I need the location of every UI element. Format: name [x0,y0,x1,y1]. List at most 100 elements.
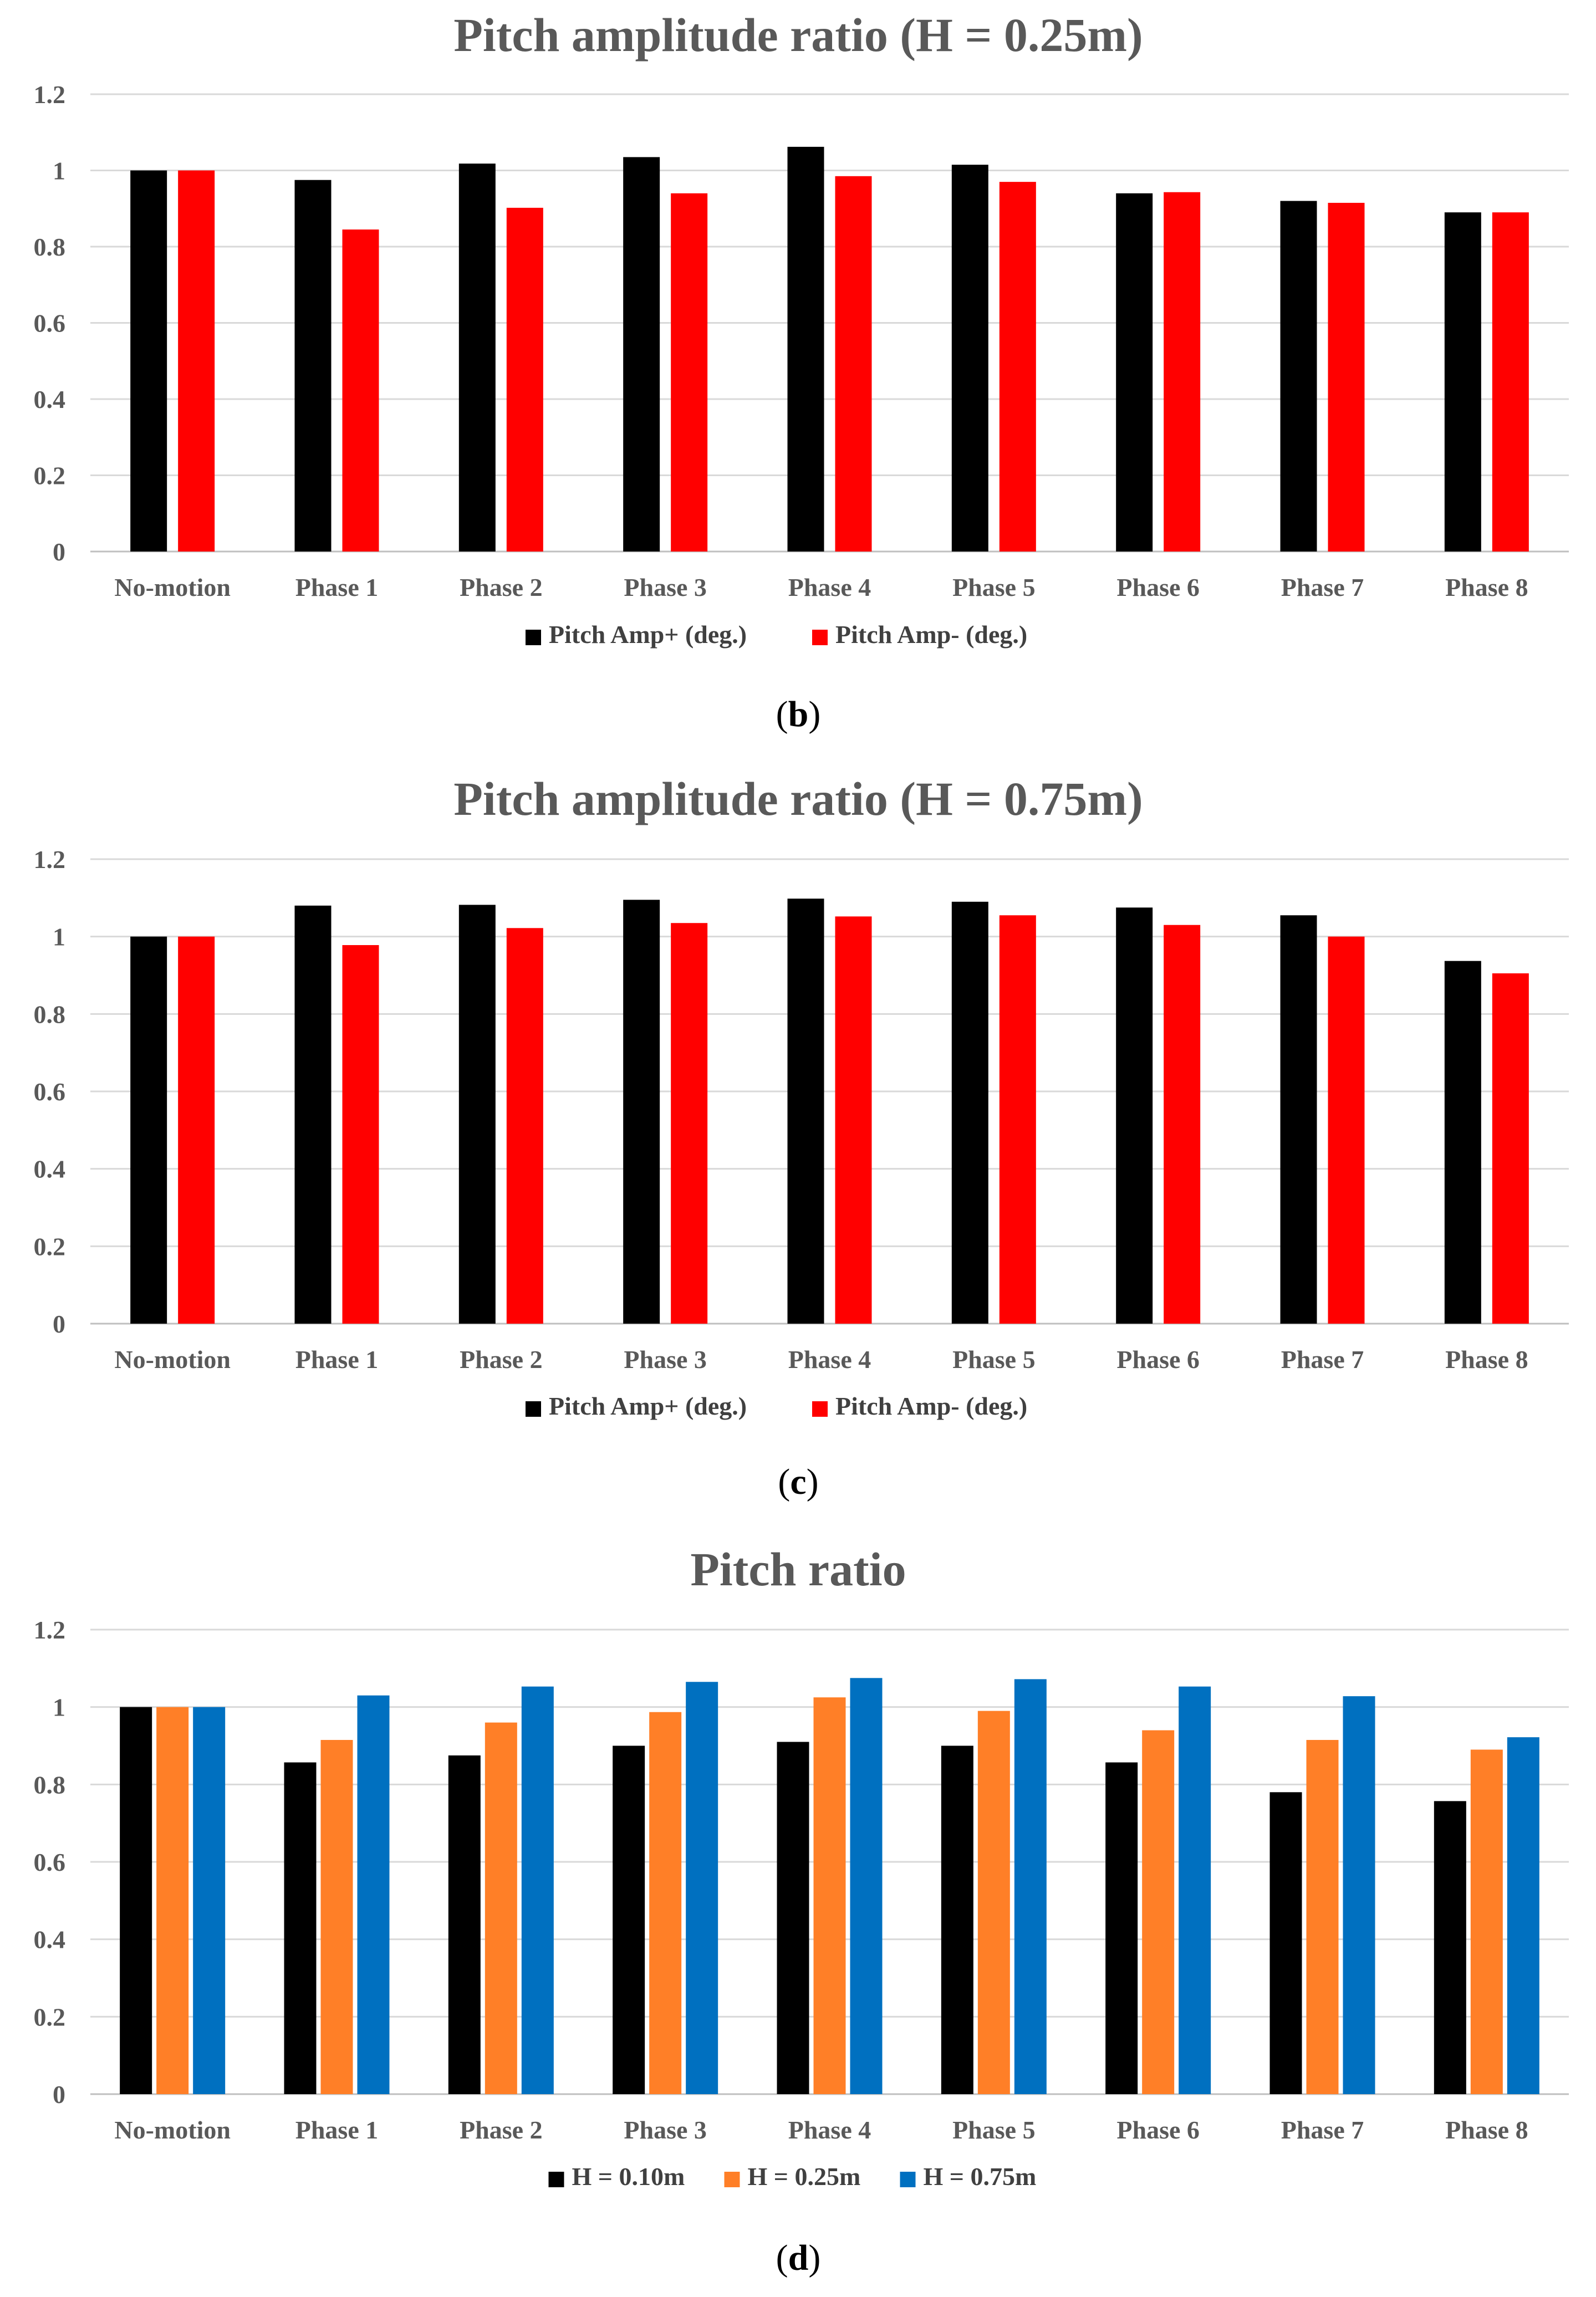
bar-phase-1-series-2 [320,1740,353,2094]
bar-phase-6-series-2 [1164,925,1201,1324]
x-category-label: Phase 3 [624,2116,707,2144]
x-category-label: Phase 8 [1445,2116,1528,2144]
bar-no-motion-series-2 [178,170,215,552]
bar-phase-1-series-2 [342,229,379,552]
y-tick-label: 0 [53,538,65,566]
y-tick-label: 1 [53,1693,65,1722]
bar-phase-2-series-2 [506,207,543,552]
chart-panel-d: Pitch ratio 0 0.2 0.4 0.6 0.8 1 1.2 No-motion Pha… [34,1543,1569,2278]
bar-phase-6-series-1 [1116,193,1153,552]
bar-phase-8-series-2 [1492,212,1529,552]
chart-panel-b: Pitch amplitude ratio (H = 0.25m) 0 0.2 0.4… [34,8,1569,734]
x-category-label: Phase 3 [624,573,707,601]
legend-label: Pitch Amp- (deg.) [835,620,1027,649]
x-category-label: Phase 4 [788,2116,871,2144]
y-tick-label: 0.2 [34,2003,66,2031]
y-tick-label: 0.8 [34,233,66,261]
x-category-label: Phase 1 [295,1345,379,1374]
bar-phase-4-series-3 [850,1678,883,2094]
bar-no-motion-series-3 [193,1707,226,2094]
legend-label: Pitch Amp+ (deg.) [549,620,747,649]
legend-label: H = 0.10m [572,2162,685,2191]
bar-phase-4-series-1 [787,899,824,1324]
x-category-label: Phase 8 [1445,1345,1528,1374]
bar-no-motion-series-2 [156,1707,189,2094]
x-category-label: Phase 6 [1116,1345,1200,1374]
bar-no-motion-series-1 [120,1707,152,2094]
x-category-label: Phase 6 [1116,573,1200,601]
legend-swatch [526,1401,541,1417]
y-tick-label: 0.4 [34,1926,66,1954]
bar-phase-4-series-2 [813,1697,846,2094]
y-tick-label: 0.4 [34,1155,66,1183]
legend-swatch [812,630,828,645]
bar-phase-8-series-1 [1444,212,1481,552]
y-tick-label: 0.6 [34,1078,66,1106]
x-category-label: Phase 7 [1281,2116,1364,2144]
x-category-label: Phase 5 [952,1345,1036,1374]
bar-phase-7-series-3 [1343,1696,1375,2094]
bar-no-motion-series-1 [130,170,167,552]
bar-phase-5-series-2 [999,182,1036,552]
bar-phase-3-series-1 [613,1745,645,2094]
bar-phase-4-series-2 [835,176,872,552]
bar-phase-5-series-1 [951,165,988,552]
bar-phase-1-series-2 [342,945,379,1324]
y-tick-label: 0.8 [34,1000,66,1028]
x-category-label: Phase 4 [788,1345,871,1374]
legend-swatch [812,1401,828,1417]
x-category-label: Phase 2 [460,573,543,601]
y-tick-label: 0.6 [34,1848,66,1876]
y-tick-label: 1 [53,157,65,185]
legend-label: H = 0.75m [924,2162,1037,2191]
legend-swatch [526,630,541,645]
y-tick-label: 0 [53,2080,65,2109]
x-category-label: Phase 8 [1445,573,1528,601]
bar-phase-7-series-2 [1328,202,1365,552]
bar-phase-2-series-2 [506,928,543,1324]
x-category-label: Phase 1 [295,573,379,601]
bar-phase-8-series-1 [1434,1801,1466,2094]
bar-phase-4-series-1 [777,1742,809,2094]
bar-phase-3-series-2 [671,923,708,1324]
bar-phase-7-series-2 [1328,936,1365,1324]
x-category-label: Phase 1 [295,2116,379,2144]
chart-title: Pitch amplitude ratio (H = 0.75m) [453,772,1143,825]
x-category-label: Phase 5 [952,573,1036,601]
bar-phase-6-series-2 [1164,192,1201,552]
x-category-label: Phase 2 [460,2116,543,2144]
y-tick-label: 0.2 [34,462,66,490]
bar-phase-2-series-2 [485,1722,517,2094]
panel-label: (c) [778,1462,818,1502]
bar-no-motion-series-1 [130,936,167,1324]
legend-swatch [900,2172,916,2187]
bar-phase-3-series-3 [686,1682,718,2094]
bar-phase-4-series-1 [787,146,824,552]
legend: Pitch Amp+ (deg.) Pitch Amp- (deg.) [526,1392,1027,1420]
bar-phase-3-series-1 [623,900,660,1324]
bar-phase-8-series-1 [1444,961,1481,1324]
x-category-label: Phase 3 [624,1345,707,1374]
x-category-label: Phase 4 [788,573,871,601]
bar-phase-5-series-2 [977,1711,1010,2094]
bar-phase-6-series-2 [1142,1730,1175,2094]
x-category-label: No-motion [114,1345,231,1374]
x-category-label: Phase 7 [1281,573,1364,601]
chart-title: Pitch ratio [690,1543,906,1596]
bar-phase-8-series-2 [1470,1749,1503,2094]
bar-phase-6-series-1 [1116,907,1153,1324]
bar-phase-1-series-1 [294,905,332,1324]
bar-phase-1-series-1 [294,180,332,552]
y-tick-label: 1.2 [34,80,66,109]
y-tick-label: 1.2 [34,845,66,874]
bar-phase-3-series-2 [671,193,708,552]
y-tick-label: 0.4 [34,385,66,414]
bar-phase-1-series-3 [357,1695,390,2094]
legend-swatch [548,2172,564,2187]
bar-phase-8-series-2 [1492,973,1529,1324]
x-category-label: No-motion [114,573,231,601]
legend-label: Pitch Amp- (deg.) [835,1392,1027,1420]
bar-phase-4-series-2 [835,916,872,1324]
bar-phase-6-series-1 [1105,1762,1138,2094]
